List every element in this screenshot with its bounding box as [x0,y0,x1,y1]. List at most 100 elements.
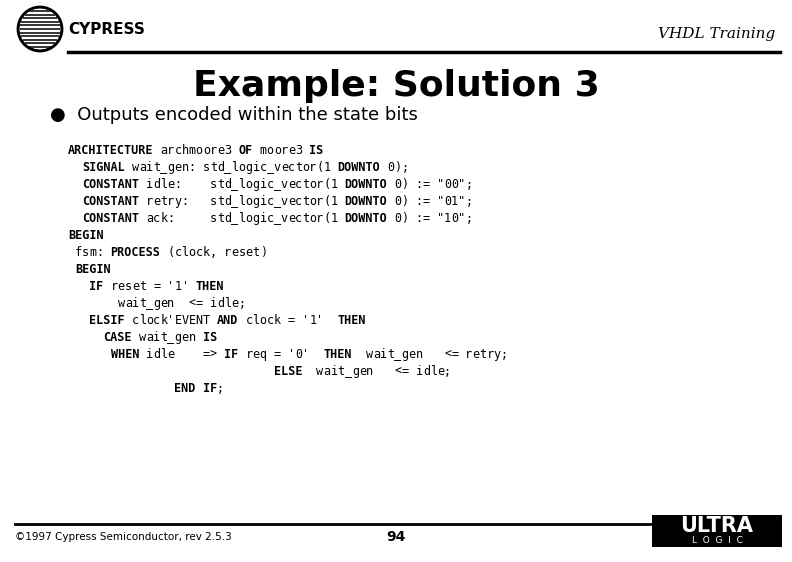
Text: =: = [153,280,160,293]
Text: BEGIN: BEGIN [68,229,104,242]
Text: s: s [203,161,210,174]
Text: ULTRA: ULTRA [680,516,753,536]
Text: _: _ [274,178,281,191]
Text: i: i [253,161,260,174]
Text: V: V [181,314,188,327]
Text: CYPRESS: CYPRESS [68,21,145,37]
Text: :: : [167,212,174,225]
Text: ;: ; [466,212,473,225]
Text: l: l [139,314,146,327]
Text: d: d [217,297,224,310]
Text: v: v [281,195,288,208]
Text: c: c [131,314,139,327]
Text: :: : [97,246,104,259]
Text: e: e [288,144,295,157]
Text: r: r [309,161,316,174]
Text: BEGIN: BEGIN [75,263,111,276]
Text: t: t [337,365,345,378]
Text: ): ) [402,212,409,225]
Text: ): ) [394,161,402,174]
Text: WHEN: WHEN [111,348,139,361]
Text: T: T [203,314,210,327]
Text: :: : [188,161,196,174]
Text: _: _ [274,212,281,225]
Text: t: t [139,297,146,310]
Text: _: _ [231,195,238,208]
Text: IS: IS [309,144,323,157]
Text: (: ( [316,161,323,174]
Text: ELSIF: ELSIF [89,314,125,327]
Text: w: w [316,365,323,378]
Text: m: m [89,246,97,259]
Text: o: o [146,314,153,327]
Text: g: g [253,212,260,225]
Text: g: g [167,161,174,174]
Text: e: e [253,348,260,361]
Text: 1: 1 [330,212,337,225]
Text: THEN: THEN [337,314,366,327]
Text: m: m [188,144,196,157]
Text: _: _ [231,212,238,225]
Text: 0: 0 [444,195,451,208]
Text: d: d [224,212,231,225]
Text: o: o [274,144,281,157]
Text: c: c [295,178,303,191]
Text: CASE: CASE [104,331,132,344]
Text: t: t [153,161,160,174]
Text: i: i [380,348,387,361]
Text: k: k [274,314,281,327]
Text: o: o [260,314,267,327]
Text: i: i [131,297,139,310]
Text: =: = [423,178,430,191]
Text: ;: ; [501,348,508,361]
Text: <: < [188,297,196,310]
Text: t: t [302,178,309,191]
Text: e: e [409,348,416,361]
Text: s: s [210,195,217,208]
Text: i: i [260,178,267,191]
Text: 0: 0 [451,212,459,225]
Text: ": " [437,178,444,191]
Text: i: i [146,161,153,174]
Text: f: f [75,246,82,259]
Text: e: e [437,365,444,378]
Text: _: _ [146,297,153,310]
Text: r: r [167,144,174,157]
Text: a: a [373,348,380,361]
Text: q: q [260,348,267,361]
Text: e: e [246,246,253,259]
Text: t: t [217,178,224,191]
Text: _: _ [394,348,402,361]
Text: t: t [295,161,303,174]
Text: ": " [459,212,466,225]
Text: e: e [288,212,295,225]
Text: ,: , [210,246,217,259]
Text: ): ) [402,178,409,191]
Text: 0: 0 [394,178,402,191]
Text: v: v [281,212,288,225]
Text: CONSTANT: CONSTANT [82,178,139,191]
Text: ELSE: ELSE [274,365,303,378]
Text: t: t [479,348,486,361]
Text: 1: 1 [330,178,337,191]
Text: o: o [196,144,203,157]
Circle shape [18,7,62,51]
Text: o: o [309,195,316,208]
Text: _: _ [167,331,174,344]
Text: :: : [416,195,423,208]
Text: Example: Solution 3: Example: Solution 3 [192,69,600,103]
Circle shape [20,9,60,49]
Text: i: i [260,212,267,225]
Text: ©1997 Cypress Semiconductor, rev 2.5.3: ©1997 Cypress Semiconductor, rev 2.5.3 [15,532,232,542]
Text: d: d [224,195,231,208]
Bar [652,515,782,547]
Text: g: g [246,161,253,174]
Text: m: m [260,144,267,157]
Text: e: e [288,195,295,208]
Text: 3: 3 [224,144,231,157]
Text: n: n [188,331,196,344]
Text: THEN: THEN [323,348,352,361]
Text: t: t [160,331,167,344]
Text: e: e [160,297,167,310]
Text: e: e [359,365,366,378]
